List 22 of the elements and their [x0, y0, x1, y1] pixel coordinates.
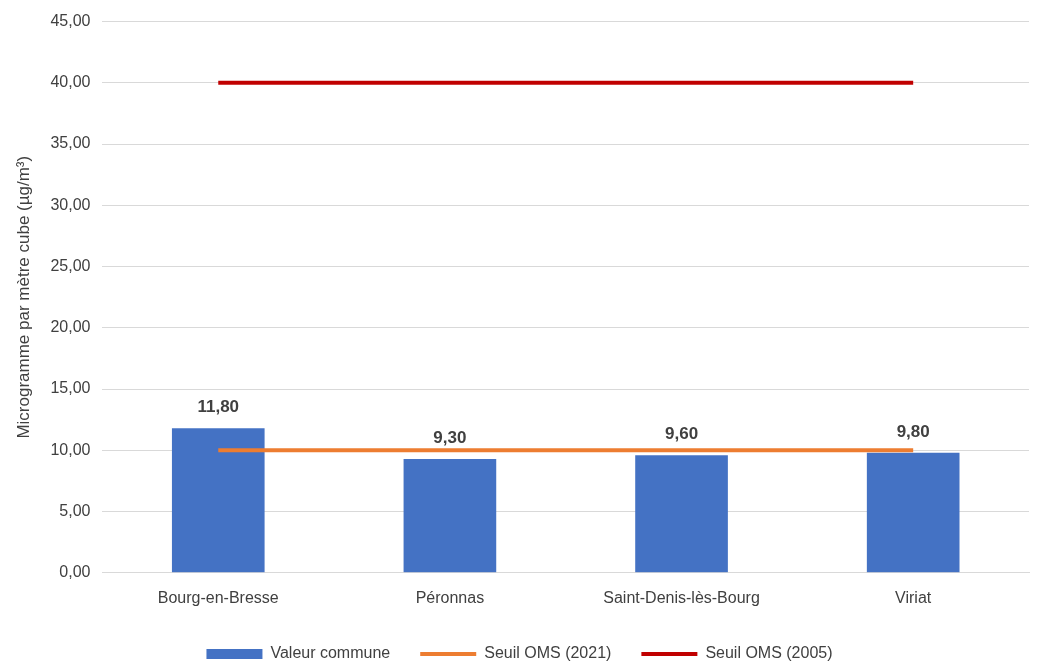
x-tick-label: Viriat	[895, 588, 932, 606]
y-tick-label: 10,00	[50, 440, 91, 458]
data-label: 9,60	[664, 424, 699, 444]
y-tick-label: 30,00	[50, 195, 91, 213]
data-label: 9,30	[433, 428, 467, 448]
data-label: 9,80	[896, 421, 930, 441]
y-axis-title: Microgramme par mètre cube (µg/m³)	[13, 155, 33, 439]
y-tick-label: 25,00	[50, 256, 91, 274]
y-tick-label: 40,00	[50, 73, 91, 91]
x-tick-label: Saint-Denis-lès-Bourg	[603, 588, 760, 606]
data-label: 11,80	[197, 397, 240, 417]
legend-label: Seuil OMS (2005)	[705, 644, 833, 662]
x-tick-label: Péronnas	[415, 588, 485, 606]
legend-label: Seuil OMS (2021)	[484, 644, 612, 662]
x-tick-label: Bourg-en-Bresse	[157, 588, 279, 606]
legend-label: Valeur commune	[270, 644, 391, 662]
y-tick-label: 35,00	[50, 134, 91, 152]
y-tick-label: 15,00	[50, 379, 91, 397]
y-tick-label: 20,00	[50, 318, 91, 336]
y-tick-label: 5,00	[59, 501, 91, 519]
y-tick-label: 0,00	[59, 563, 91, 581]
y-tick-label: 45,00	[50, 12, 91, 30]
